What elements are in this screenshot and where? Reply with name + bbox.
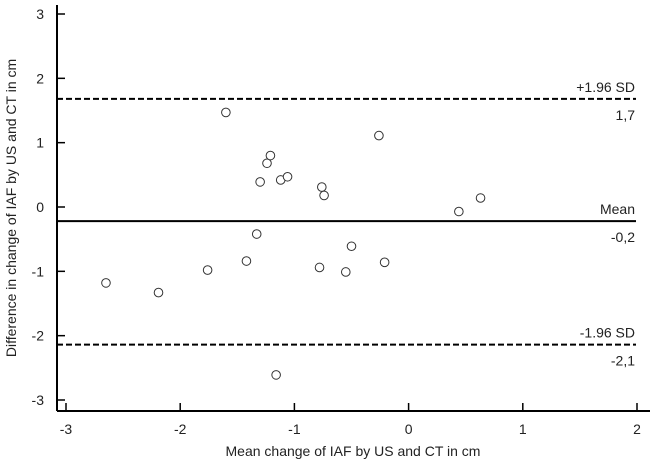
data-point (475, 193, 486, 203)
data-point (271, 370, 281, 380)
data-point (202, 265, 213, 275)
mean-label: Mean (600, 201, 635, 217)
data-point (251, 229, 262, 239)
x-tick-label: 0 (405, 421, 413, 437)
y-tick-label: -2 (32, 328, 45, 344)
y-ticks: -3 -2 -1 0 1 2 3 (32, 6, 65, 408)
reference-lines: +1.96 SD 1,7 Mean -0,2 -1.96 SD -2,1 (57, 79, 636, 369)
data-point (379, 257, 390, 268)
data-point (153, 287, 164, 298)
y-tick-label: 2 (36, 70, 44, 86)
x-tick-label: -3 (60, 421, 73, 437)
data-point (282, 171, 293, 182)
data-point (265, 150, 276, 161)
data-point (319, 190, 329, 201)
upper-loa-value: 1,7 (616, 107, 636, 123)
data-point (101, 278, 111, 288)
data-point (317, 182, 327, 192)
y-tick-label: 0 (36, 199, 44, 215)
lower-loa-label: -1.96 SD (580, 325, 635, 341)
x-tick-label: 2 (633, 421, 641, 437)
data-point (346, 241, 357, 252)
y-axis-title: Difference in change of IAF by US and CT… (3, 59, 19, 357)
x-ticks: -3 -2 -1 0 1 2 (60, 403, 641, 437)
data-points (101, 107, 486, 380)
y-tick-label: -3 (32, 392, 45, 408)
x-tick-label: 1 (519, 421, 527, 437)
data-point (241, 256, 252, 266)
data-point (340, 267, 351, 277)
plot-area: -3 -2 -1 0 1 2 3 -3 -2 -1 0 1 2 +1.96 SD 1,7 Mean -0,2… (32, 5, 650, 437)
x-tick-label: -2 (174, 421, 187, 437)
data-point (374, 130, 384, 141)
data-point (262, 158, 272, 169)
x-tick-label: -1 (288, 421, 301, 437)
x-axis-title: Mean change of IAF by US and CT in cm (226, 443, 481, 459)
lower-loa-value: -2,1 (611, 353, 635, 369)
data-point (255, 177, 265, 187)
data-point (314, 262, 325, 273)
y-tick-label: 3 (36, 6, 44, 22)
y-tick-label: -1 (32, 263, 45, 279)
mean-value: -0,2 (611, 229, 635, 245)
y-tick-label: 1 (36, 135, 44, 151)
upper-loa-label: +1.96 SD (576, 79, 635, 95)
data-point (221, 107, 231, 118)
data-point (454, 206, 464, 217)
